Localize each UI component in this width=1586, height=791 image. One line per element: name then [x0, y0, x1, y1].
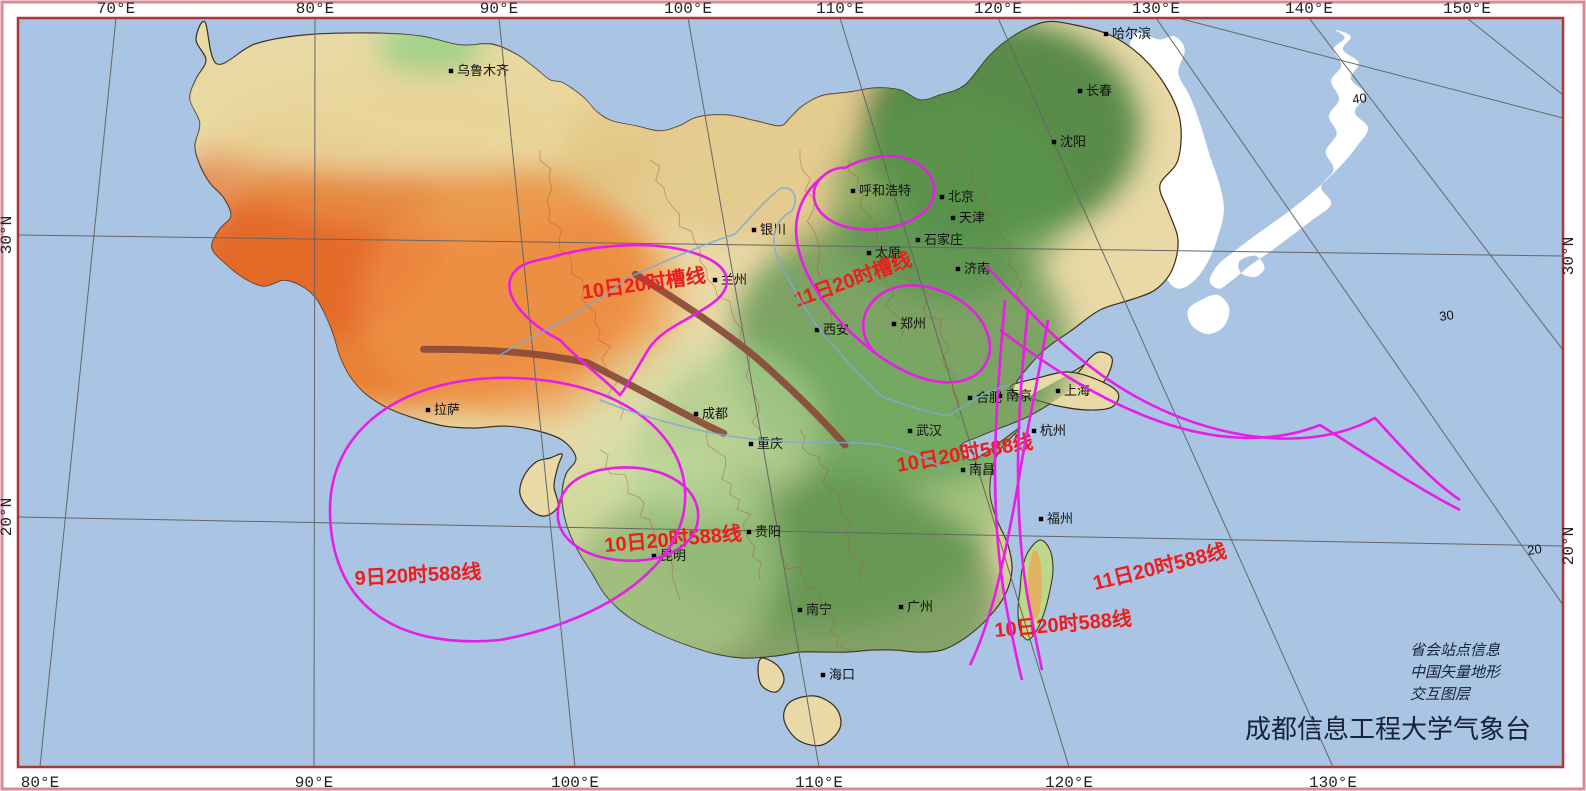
svg-text:成都: 成都: [702, 406, 728, 421]
svg-text:乌鲁木齐: 乌鲁木齐: [457, 63, 509, 78]
svg-text:120°E: 120°E: [974, 0, 1022, 18]
svg-text:120°E: 120°E: [1045, 774, 1093, 791]
svg-text:银川: 银川: [760, 222, 786, 237]
svg-text:济南: 济南: [964, 261, 990, 276]
svg-text:成都信息工程大学气象台: 成都信息工程大学气象台: [1245, 714, 1531, 744]
svg-text:天津: 天津: [959, 210, 985, 225]
svg-text:北京: 北京: [948, 189, 974, 204]
svg-text:南宁: 南宁: [806, 602, 832, 617]
svg-text:90°E: 90°E: [295, 774, 333, 791]
svg-text:沈阳: 沈阳: [1060, 134, 1086, 149]
svg-text:省会站点信息: 省会站点信息: [1410, 642, 1500, 659]
svg-text:40: 40: [1351, 90, 1367, 107]
svg-text:武汉: 武汉: [916, 423, 942, 438]
svg-text:交互图层: 交互图层: [1410, 686, 1472, 703]
svg-text:30°N: 30°N: [0, 216, 16, 254]
svg-text:80°E: 80°E: [296, 0, 334, 18]
svg-text:西安: 西安: [823, 322, 849, 337]
svg-text:80°E: 80°E: [21, 774, 59, 791]
svg-text:长春: 长春: [1086, 83, 1112, 98]
svg-text:100°E: 100°E: [664, 0, 712, 18]
svg-text:20°N: 20°N: [0, 498, 16, 536]
svg-text:重庆: 重庆: [757, 436, 783, 451]
svg-text:70°E: 70°E: [97, 0, 135, 18]
svg-text:南昌: 南昌: [969, 462, 995, 477]
svg-text:110°E: 110°E: [816, 0, 864, 18]
svg-text:150°E: 150°E: [1443, 0, 1491, 18]
svg-text:20: 20: [1526, 541, 1542, 558]
svg-text:130°E: 130°E: [1132, 0, 1180, 18]
svg-text:100°E: 100°E: [551, 774, 599, 791]
svg-text:中国矢量地形: 中国矢量地形: [1410, 664, 1502, 681]
svg-text:贵阳: 贵阳: [755, 524, 781, 539]
svg-text:石家庄: 石家庄: [924, 232, 963, 247]
svg-text:哈尔滨: 哈尔滨: [1112, 26, 1151, 41]
svg-text:杭州: 杭州: [1040, 423, 1066, 438]
svg-text:海口: 海口: [829, 667, 855, 682]
svg-text:110°E: 110°E: [795, 774, 843, 791]
svg-text:20°N: 20°N: [1560, 527, 1578, 565]
svg-text:广州: 广州: [907, 599, 933, 614]
svg-text:30°N: 30°N: [1560, 237, 1578, 275]
svg-text:上海: 上海: [1064, 383, 1090, 398]
svg-text:30: 30: [1438, 307, 1454, 324]
svg-text:拉萨: 拉萨: [434, 402, 460, 417]
svg-text:130°E: 130°E: [1309, 774, 1357, 791]
svg-text:福州: 福州: [1047, 511, 1073, 526]
svg-text:140°E: 140°E: [1285, 0, 1333, 18]
svg-text:呼和浩特: 呼和浩特: [859, 183, 911, 198]
svg-text:90°E: 90°E: [480, 0, 518, 18]
